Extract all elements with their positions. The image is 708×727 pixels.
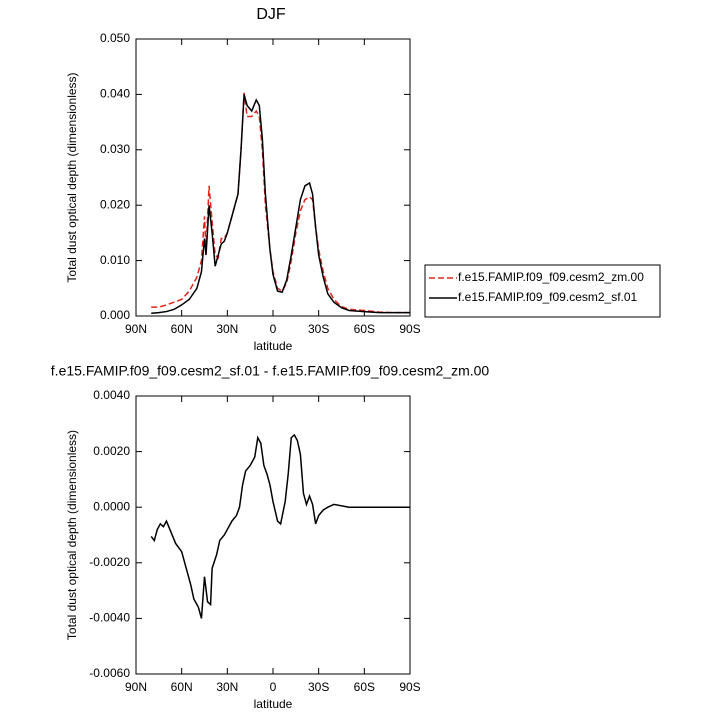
plot-frame	[135, 395, 411, 675]
data-line	[150, 433, 410, 619]
y-tick-label: 0.000	[100, 308, 130, 322]
data-line	[151, 94, 410, 314]
legend-box	[424, 264, 661, 318]
chart-title: DJF	[256, 6, 286, 23]
legend-label: f.e15.FAMIP.f09_f09.cesm2_sf.01	[458, 290, 638, 304]
x-tick-label: 90S	[399, 322, 420, 336]
y-tick-label: 0.040	[100, 87, 130, 101]
x-tick-label: 90N	[125, 322, 147, 336]
chart-title: f.e15.FAMIP.f09_f09.cesm2_sf.01 - f.e15.…	[51, 363, 490, 379]
y-axis-label: Total dust optical depth (dimensionless)	[65, 72, 79, 282]
y-tick-label: 0.010	[100, 253, 130, 267]
x-tick-label: 90S	[399, 680, 420, 694]
x-tick-label: 30S	[308, 322, 329, 336]
data-line	[151, 92, 410, 314]
y-tick-label: -0.0040	[89, 611, 130, 625]
x-tick-label: 30S	[308, 680, 329, 694]
x-axis-label: latitude	[254, 339, 293, 353]
x-tick-label: 60S	[354, 680, 375, 694]
x-tick-label: 30N	[216, 680, 238, 694]
y-tick-label: 0.050	[100, 31, 130, 45]
x-tick-label: 0	[270, 680, 277, 694]
y-tick-label: 0.020	[100, 197, 130, 211]
x-tick-label: 60S	[354, 322, 375, 336]
x-axis-label: latitude	[254, 697, 293, 711]
y-tick-label: 0.030	[100, 142, 130, 156]
x-tick-label: 60N	[171, 680, 193, 694]
legend-label: f.e15.FAMIP.f09_f09.cesm2_zm.00	[458, 270, 644, 284]
x-tick-label: 0	[270, 322, 277, 336]
y-tick-label: 0.0040	[93, 388, 130, 402]
y-tick-label: 0.0020	[93, 444, 130, 458]
y-axis-label: Total dust optical depth (dimensionless)	[65, 430, 79, 640]
y-tick-label: -0.0020	[89, 555, 130, 569]
x-tick-label: 90N	[125, 680, 147, 694]
x-tick-label: 30N	[216, 322, 238, 336]
x-tick-label: 60N	[171, 322, 193, 336]
y-tick-label: -0.0060	[89, 666, 130, 680]
y-tick-label: 0.0000	[93, 499, 130, 513]
